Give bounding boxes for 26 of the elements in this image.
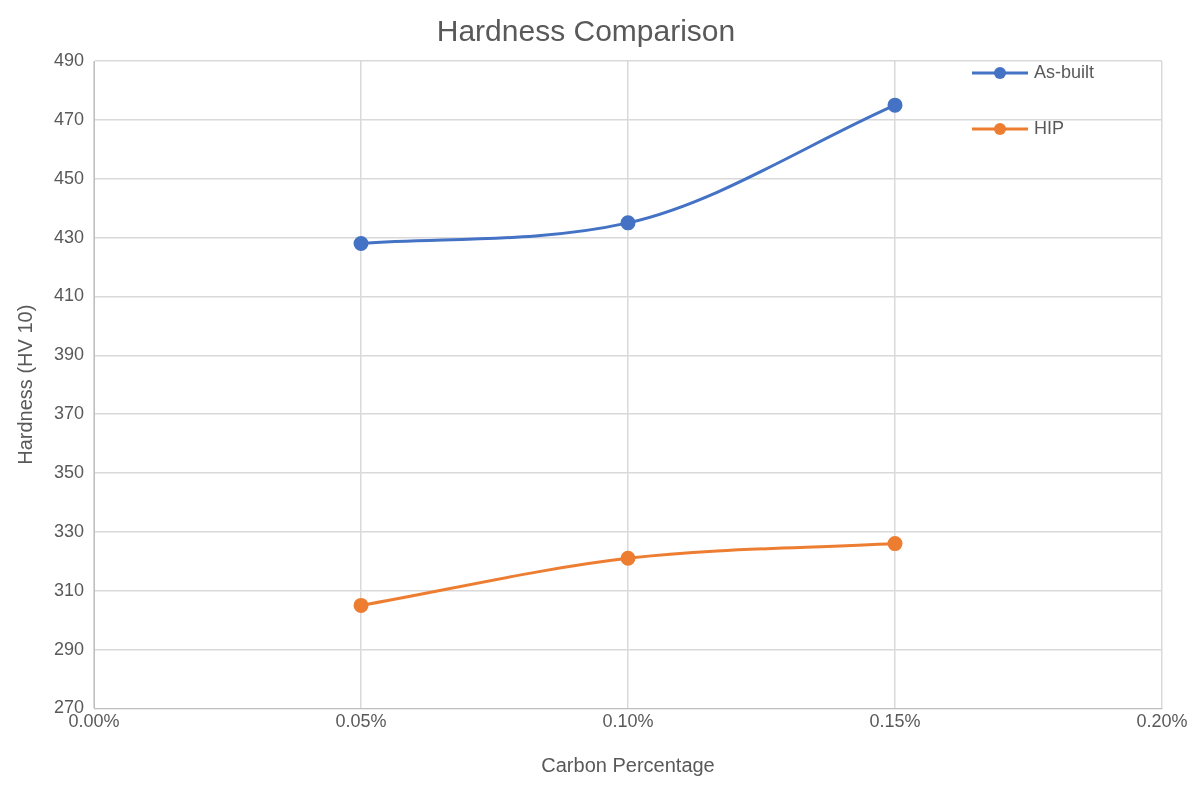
y-tick-label: 310 [53,579,85,600]
point [353,235,369,251]
x-axis-title: Carbon Percentage [541,753,715,776]
y-tick-label: 390 [53,344,85,365]
y-tick-label: 470 [53,108,85,129]
y-tick-label: 410 [53,285,85,306]
y-tick-label: 370 [53,403,85,424]
legend-label: HIP [1034,117,1065,138]
point [887,97,903,113]
point [353,597,369,613]
point [887,536,903,552]
y-tick-label: 350 [53,461,85,482]
y-tick-label: 330 [53,520,85,541]
y-axis-title: Hardness (HV 10) [13,304,36,465]
y-tick-label: 450 [53,167,85,188]
y-tick-label: 430 [53,226,85,247]
legend-label: As-built [1034,61,1095,82]
y-tick-label: 290 [53,638,85,659]
point [620,550,636,566]
x-tick-label: 0.05% [335,711,387,732]
chart-title: Hardness Comparison [436,14,736,48]
x-tick-label: 0.20% [1136,711,1188,732]
point [620,215,636,231]
x-tick-label: 0.10% [602,711,654,732]
y-tick-label: 490 [53,49,85,70]
x-tick-label: 0.15% [869,711,921,732]
